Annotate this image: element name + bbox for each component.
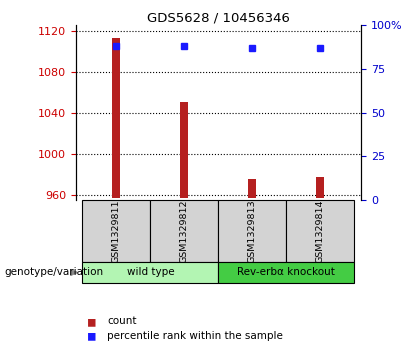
Title: GDS5628 / 10456346: GDS5628 / 10456346: [147, 11, 290, 24]
Text: ■: ■: [88, 315, 96, 328]
Bar: [316, 177, 325, 198]
Bar: [248, 179, 257, 198]
Bar: [180, 102, 189, 198]
Text: count: count: [107, 316, 136, 326]
Text: Rev-erbα knockout: Rev-erbα knockout: [237, 268, 335, 277]
Bar: [82, 262, 218, 283]
Text: GSM1329811: GSM1329811: [112, 199, 121, 262]
Text: GSM1329814: GSM1329814: [316, 199, 325, 262]
Text: GSM1329813: GSM1329813: [248, 199, 257, 263]
Bar: [286, 200, 354, 262]
Text: ■: ■: [88, 329, 96, 342]
Bar: [112, 38, 121, 198]
Text: percentile rank within the sample: percentile rank within the sample: [107, 331, 283, 341]
Bar: [150, 200, 218, 262]
Bar: [218, 200, 286, 262]
Text: genotype/variation: genotype/variation: [4, 268, 103, 277]
Bar: [82, 200, 150, 262]
Bar: [218, 262, 354, 283]
Text: wild type: wild type: [126, 268, 174, 277]
Text: GSM1329812: GSM1329812: [180, 199, 189, 262]
